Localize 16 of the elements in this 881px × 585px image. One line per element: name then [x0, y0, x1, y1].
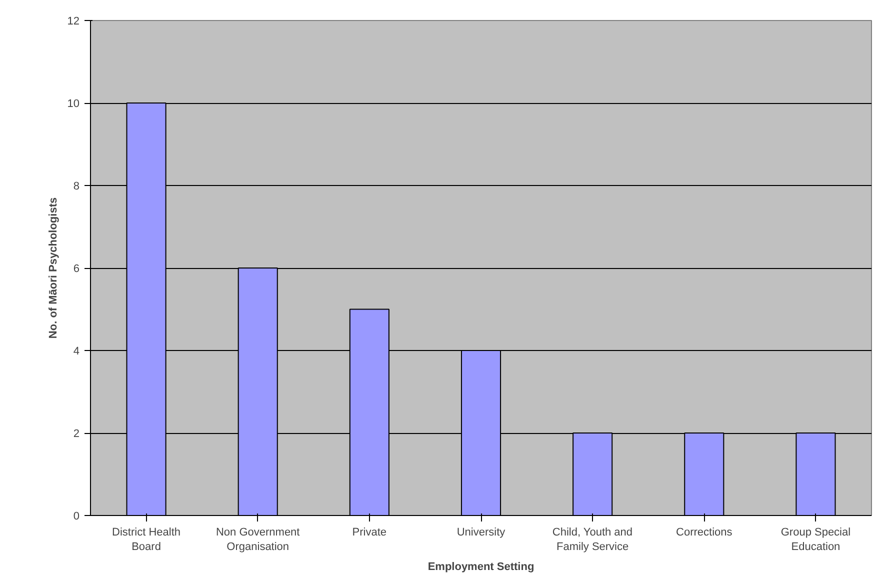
x-tick-label: Corrections: [676, 526, 733, 538]
x-tick-label: Non Government Organisation: [216, 526, 300, 553]
y-tick-label: 2: [73, 428, 80, 440]
y-tick-label: 6: [73, 263, 80, 275]
x-tick-label: University: [456, 526, 506, 538]
y-tick-label: 4: [73, 346, 80, 358]
y-tick-label: 10: [67, 98, 80, 110]
y-tick-label: 12: [67, 16, 80, 28]
y-tick-label: 8: [73, 180, 80, 192]
x-axis-title: Employment Setting: [428, 560, 534, 573]
x-tick-label: Child, Youth and Family Service: [552, 526, 633, 553]
x-tick-label: Private: [352, 526, 387, 538]
x-tick-label: Group Special Education: [780, 526, 851, 553]
y-axis-title: No. of Māori Psychologists: [47, 197, 60, 339]
x-tick-label: District Health Board: [112, 526, 181, 553]
y-tick-label: 0: [73, 510, 80, 522]
